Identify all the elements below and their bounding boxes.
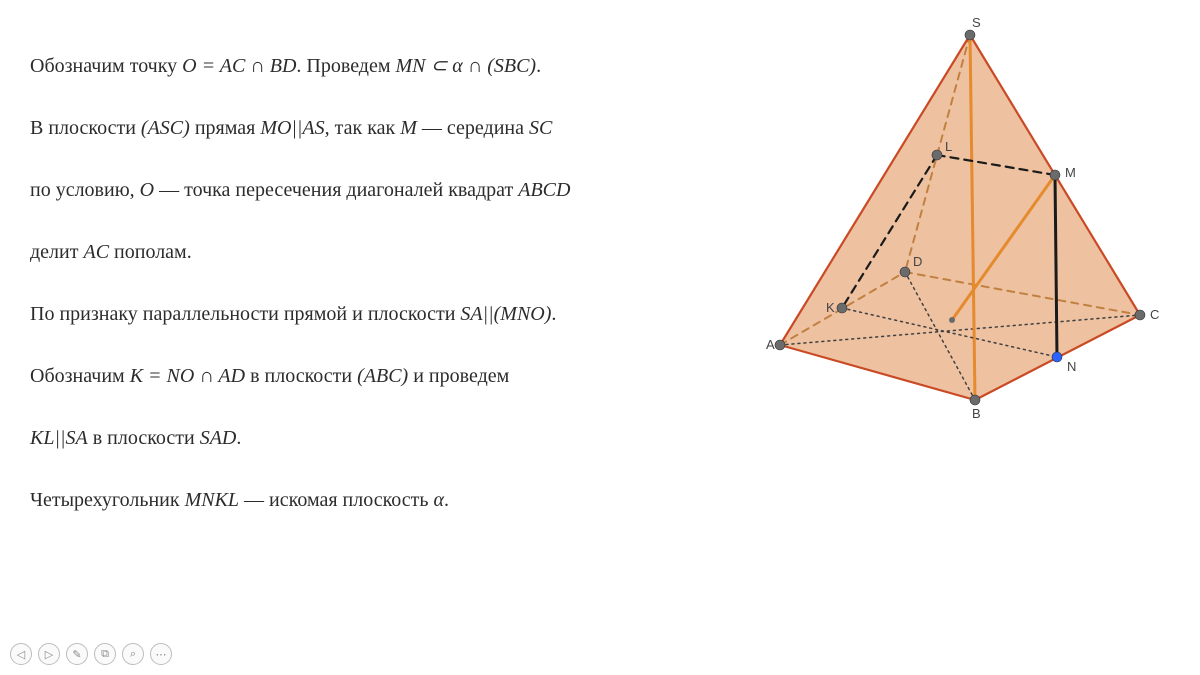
- pyramid-diagram: A B C D S M K L N: [720, 10, 1180, 450]
- svg-text:B: B: [972, 406, 981, 421]
- svg-text:A: A: [766, 337, 775, 352]
- proof-text: Обозначим точку O = AC ∩ BD. Проведем MN…: [0, 0, 740, 675]
- svg-text:D: D: [913, 254, 922, 269]
- edit-button[interactable]: ✎: [66, 643, 88, 665]
- copy-button[interactable]: ⧉: [94, 643, 116, 665]
- para-6: Обозначим K = NO ∩ AD в плоскости (ABC) …: [30, 354, 720, 398]
- next-button[interactable]: ▷: [38, 643, 60, 665]
- more-button[interactable]: ⋯: [150, 643, 172, 665]
- para-2: В плоскости (ASC) прямая MO||AS, так как…: [30, 106, 720, 150]
- svg-text:C: C: [1150, 307, 1159, 322]
- svg-text:L: L: [945, 139, 952, 154]
- zoom-button[interactable]: ⌕: [122, 643, 144, 665]
- para-4: делит AC пополам.: [30, 230, 720, 274]
- para-1: Обозначим точку O = AC ∩ BD. Проведем MN…: [30, 44, 720, 88]
- svg-text:N: N: [1067, 359, 1076, 374]
- para-3: по условию, O — точка пересечения диагон…: [30, 168, 720, 212]
- prev-button[interactable]: ◁: [10, 643, 32, 665]
- para-5: По признаку параллельности прямой и плос…: [30, 292, 720, 336]
- diagram-panel: A B C D S M K L N: [740, 0, 1200, 675]
- para-7: KL||SA в плоскости SAD.: [30, 416, 720, 460]
- svg-text:K: K: [826, 300, 835, 315]
- svg-text:M: M: [1065, 165, 1076, 180]
- nav-toolbar: ◁ ▷ ✎ ⧉ ⌕ ⋯: [10, 643, 172, 665]
- para-8: Четырехугольник MNKL — искомая плоскость…: [30, 478, 720, 522]
- svg-text:S: S: [972, 15, 981, 30]
